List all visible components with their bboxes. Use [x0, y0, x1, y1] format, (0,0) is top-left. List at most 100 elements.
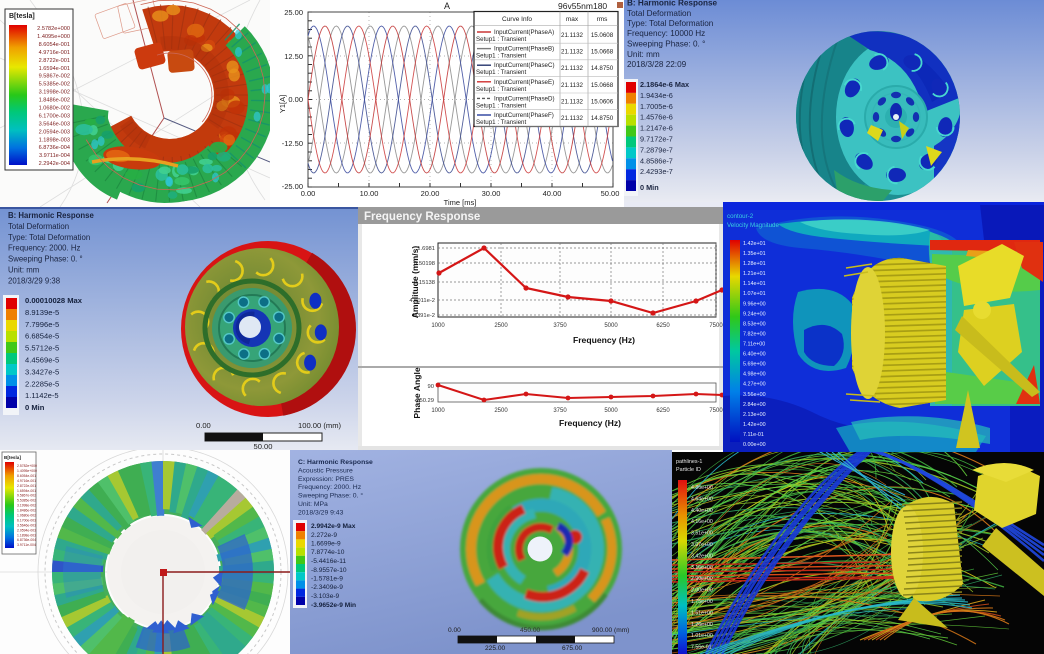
svg-text:Phase Angle: Phase Angle — [412, 367, 422, 418]
svg-text:21.1132: 21.1132 — [561, 32, 583, 39]
svg-text:14.8750: 14.8750 — [591, 65, 614, 72]
svg-text:B: Harmonic Response: B: Harmonic Response — [627, 0, 718, 8]
svg-text:Curve Info: Curve Info — [502, 16, 532, 23]
svg-text:Amplitude (mm/s): Amplitude (mm/s) — [410, 246, 420, 319]
svg-text:2.272e-9: 2.272e-9 — [311, 532, 337, 539]
svg-text:Unit: MPa: Unit: MPa — [298, 501, 328, 508]
svg-text:B[tesla]: B[tesla] — [9, 13, 35, 20]
svg-text:rms: rms — [597, 16, 609, 23]
svg-text:0 Min: 0 Min — [25, 403, 45, 412]
svg-text:2018/3/29 9:43: 2018/3/29 9:43 — [298, 509, 344, 516]
svg-text:100.00 (mm): 100.00 (mm) — [298, 421, 342, 430]
svg-text:1.21e+01: 1.21e+01 — [743, 271, 766, 277]
svg-text:InputCurrent(PhaseA): InputCurrent(PhaseA) — [494, 29, 554, 36]
svg-text:3.56e+00: 3.56e+00 — [743, 392, 766, 398]
svg-text:6.6854e-5: 6.6854e-5 — [25, 332, 59, 341]
svg-text:1.26e+00: 1.26e+00 — [691, 622, 713, 628]
svg-text:4.8586e-7: 4.8586e-7 — [640, 156, 673, 165]
svg-text:6.1700e-003: 6.1700e-003 — [39, 114, 70, 120]
svg-text:Sweeping Phase: 0. °: Sweeping Phase: 0. ° — [298, 492, 363, 500]
svg-text:1.42e+01: 1.42e+01 — [743, 241, 766, 247]
svg-text:9.7172e-7: 9.7172e-7 — [640, 135, 673, 144]
svg-text:8.9139e-5: 8.9139e-5 — [25, 308, 59, 317]
svg-text:9.24e+00: 9.24e+00 — [743, 311, 766, 317]
svg-text:8.6054e-001: 8.6054e-001 — [39, 42, 70, 48]
svg-text:1.0680e-002: 1.0680e-002 — [17, 514, 36, 518]
svg-text:25.00: 25.00 — [284, 8, 303, 17]
svg-text:7.2879e-7: 7.2879e-7 — [640, 145, 673, 154]
svg-text:1.01e+00: 1.01e+00 — [691, 633, 713, 639]
svg-text:3.1998e-002: 3.1998e-002 — [39, 90, 70, 96]
svg-text:14.8750: 14.8750 — [591, 115, 614, 122]
svg-text:2.0594e-003: 2.0594e-003 — [39, 129, 70, 135]
svg-text:3.1998e-002: 3.1998e-002 — [17, 504, 36, 508]
svg-text:-12.50: -12.50 — [282, 139, 303, 148]
svg-text:1.2147e-6: 1.2147e-6 — [640, 124, 673, 133]
svg-text:1.07e+01: 1.07e+01 — [743, 291, 766, 297]
svg-text:7.11e+00: 7.11e+00 — [743, 342, 765, 348]
svg-text:3750: 3750 — [553, 323, 567, 329]
svg-text:B[tesla]: B[tesla] — [4, 455, 21, 460]
svg-text:1.4095e+000: 1.4095e+000 — [37, 34, 70, 40]
svg-text:20.00: 20.00 — [421, 189, 440, 198]
svg-text:1.6981: 1.6981 — [417, 246, 435, 252]
svg-text:2500: 2500 — [494, 323, 508, 329]
svg-text:5.5385e-002: 5.5385e-002 — [39, 82, 70, 88]
svg-text:-8.9557e-10: -8.9557e-10 — [311, 567, 347, 574]
svg-text:2500: 2500 — [494, 408, 508, 414]
svg-text:7.11e-01: 7.11e-01 — [743, 432, 764, 438]
svg-text:1.8486e-002: 1.8486e-002 — [39, 98, 70, 104]
svg-text:21.1132: 21.1132 — [561, 65, 583, 72]
svg-text:3.9711e-004: 3.9711e-004 — [17, 543, 36, 547]
svg-text:0.00: 0.00 — [448, 627, 461, 634]
svg-text:6.8736e-004: 6.8736e-004 — [39, 145, 70, 151]
svg-text:96v55nm180: 96v55nm180 — [558, 1, 607, 11]
svg-text:1.14e+01: 1.14e+01 — [743, 281, 766, 287]
svg-text:6.40e+00: 6.40e+00 — [743, 352, 766, 358]
svg-text:Setup1 : Transient: Setup1 : Transient — [476, 69, 526, 76]
svg-text:Frequency (Hz): Frequency (Hz) — [559, 418, 621, 428]
svg-text:15.0606: 15.0606 — [591, 98, 614, 105]
svg-text:9.5867e-002: 9.5867e-002 — [17, 494, 36, 498]
svg-text:1.0680e-002: 1.0680e-002 — [39, 106, 70, 112]
svg-text:0.00e+00: 0.00e+00 — [743, 442, 766, 448]
svg-text:1.391e-2: 1.391e-2 — [412, 313, 435, 319]
svg-text:1.6594e-001: 1.6594e-001 — [17, 489, 36, 493]
svg-text:6.8736e-004: 6.8736e-004 — [17, 538, 36, 542]
svg-text:B: Harmonic Response: B: Harmonic Response — [8, 211, 94, 220]
svg-text:3.07e+00: 3.07e+00 — [691, 542, 713, 548]
svg-text:5.5385e-002: 5.5385e-002 — [17, 499, 36, 503]
svg-text:Setup1 : Transient: Setup1 : Transient — [476, 86, 526, 93]
svg-text:0.15138: 0.15138 — [414, 280, 435, 286]
svg-text:3.42e+00: 3.42e+00 — [691, 553, 713, 559]
svg-text:7.8774e-10: 7.8774e-10 — [311, 549, 345, 556]
svg-text:1.35e+01: 1.35e+01 — [743, 251, 766, 257]
svg-text:5.69e+00: 5.69e+00 — [743, 362, 766, 368]
svg-text:3750: 3750 — [553, 408, 567, 414]
svg-text:3.16e+00: 3.16e+00 — [691, 565, 713, 571]
svg-text:Unit: mm: Unit: mm — [8, 266, 39, 275]
svg-text:-150.29: -150.29 — [414, 398, 434, 404]
svg-text:2.00e+00: 2.00e+00 — [691, 588, 713, 594]
svg-text:4.64e+00: 4.64e+00 — [691, 496, 713, 502]
svg-text:Total Deformation: Total Deformation — [8, 222, 69, 231]
svg-text:1.1898e-003: 1.1898e-003 — [39, 137, 70, 143]
svg-text:7500: 7500 — [709, 408, 723, 414]
svg-text:2.8722e-001: 2.8722e-001 — [39, 58, 70, 64]
svg-text:50.00: 50.00 — [253, 442, 272, 450]
svg-text:900.00 (mm): 900.00 (mm) — [592, 627, 629, 634]
svg-text:15.0668: 15.0668 — [591, 49, 614, 56]
svg-text:C: Harmonic Response: C: Harmonic Response — [298, 459, 373, 466]
svg-text:7500: 7500 — [709, 323, 723, 329]
svg-text:Sweeping Phase: 0. °: Sweeping Phase: 0. ° — [627, 40, 705, 49]
svg-text:3.3427e-5: 3.3427e-5 — [25, 367, 59, 376]
svg-text:-5.4416e-11: -5.4416e-11 — [311, 558, 346, 565]
svg-text:0.00: 0.00 — [196, 421, 211, 430]
svg-text:2.2285e-5: 2.2285e-5 — [25, 379, 59, 388]
svg-text:2.84e+00: 2.84e+00 — [743, 402, 766, 408]
svg-text:450.00: 450.00 — [520, 627, 541, 634]
svg-text:1000: 1000 — [431, 323, 445, 329]
svg-text:1.42e+00: 1.42e+00 — [743, 422, 766, 428]
svg-text:Frequency: 10000 Hz: Frequency: 10000 Hz — [627, 29, 705, 38]
svg-text:2.9942e-9 Max: 2.9942e-9 Max — [311, 523, 356, 530]
